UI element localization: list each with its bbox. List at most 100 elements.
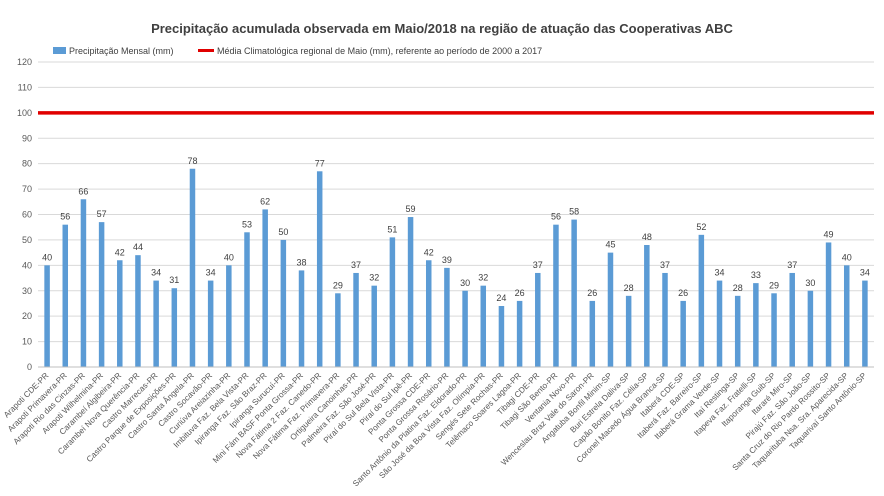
data-label: 29 — [769, 280, 779, 290]
y-tick-label: 30 — [22, 286, 32, 296]
bar — [680, 300, 686, 367]
data-label: 30 — [460, 278, 470, 288]
bar — [843, 265, 850, 367]
bar — [389, 237, 396, 367]
y-tick-label: 40 — [22, 260, 32, 270]
y-tick-label: 20 — [22, 311, 32, 321]
data-label: 28 — [624, 283, 634, 293]
bars — [44, 168, 868, 367]
data-label: 37 — [533, 260, 543, 270]
data-label: 50 — [278, 227, 288, 237]
bar — [153, 280, 159, 367]
gridlines — [38, 61, 874, 368]
data-label: 48 — [642, 232, 652, 242]
data-label: 42 — [115, 247, 125, 257]
data-label: 34 — [151, 268, 161, 278]
bar — [716, 280, 723, 367]
data-label: 40 — [224, 252, 234, 262]
data-label: 26 — [678, 288, 688, 298]
bar — [807, 290, 814, 367]
data-label: 26 — [515, 288, 525, 298]
bar — [625, 295, 632, 367]
data-label: 56 — [60, 212, 70, 222]
data-label: 42 — [424, 247, 434, 257]
bar — [117, 260, 123, 367]
y-tick-label: 60 — [22, 210, 32, 220]
legend-label-climatology: Média Climatológica regional de Maio (mm… — [217, 46, 542, 56]
y-tick-label: 110 — [18, 82, 32, 92]
bar — [335, 293, 341, 367]
y-tick-label: 120 — [17, 57, 32, 67]
y-tick-label: 0 — [27, 362, 32, 372]
bar — [280, 239, 287, 367]
bar — [789, 272, 795, 367]
data-label: 32 — [478, 273, 488, 283]
data-label: 38 — [297, 257, 307, 267]
chart-title: Precipitação acumulada observada em Maio… — [151, 21, 733, 36]
bar — [244, 232, 250, 367]
bar — [189, 168, 196, 367]
data-label: 66 — [78, 186, 88, 196]
y-tick-label: 100 — [17, 108, 32, 118]
bar — [462, 290, 468, 367]
bar — [425, 260, 432, 367]
bar — [644, 245, 650, 367]
data-label: 34 — [206, 268, 216, 278]
bar — [262, 209, 268, 367]
bar — [298, 270, 305, 367]
data-label: 53 — [242, 219, 252, 229]
y-tick-label: 70 — [22, 184, 32, 194]
bar — [44, 265, 50, 367]
bar — [589, 300, 596, 367]
bar — [226, 265, 232, 367]
data-label: 39 — [442, 255, 452, 265]
y-tick-label: 80 — [22, 159, 32, 169]
bar — [535, 272, 541, 367]
bar — [98, 222, 105, 367]
bar — [353, 272, 359, 367]
bar — [171, 288, 178, 367]
bar — [207, 280, 214, 367]
legend: Precipitação Mensal (mm) Média Climatoló… — [53, 46, 542, 56]
data-label: 78 — [187, 156, 197, 166]
data-label: 30 — [805, 278, 815, 288]
data-label: 62 — [260, 196, 270, 206]
bar — [553, 224, 559, 367]
data-label: 56 — [551, 212, 561, 222]
data-label: 57 — [97, 209, 107, 219]
data-label: 49 — [824, 229, 834, 239]
bar — [516, 300, 523, 367]
bar — [571, 219, 577, 367]
data-label: 33 — [751, 270, 761, 280]
data-label: 37 — [787, 260, 797, 270]
data-label: 26 — [587, 288, 597, 298]
bar — [316, 171, 323, 367]
bar — [662, 272, 668, 367]
data-label: 29 — [333, 280, 343, 290]
bar — [734, 295, 741, 367]
data-label: 40 — [842, 252, 852, 262]
data-label: 34 — [860, 268, 870, 278]
data-label: 34 — [715, 268, 725, 278]
bar — [825, 242, 832, 367]
bar — [135, 255, 141, 367]
legend-swatch-climatology — [198, 49, 214, 52]
y-tick-label: 90 — [22, 133, 32, 143]
data-label: 44 — [133, 242, 143, 252]
data-label: 32 — [369, 273, 379, 283]
bar — [607, 252, 614, 367]
y-tick-label: 10 — [22, 337, 32, 347]
data-label: 45 — [605, 240, 615, 250]
data-label: 37 — [351, 260, 361, 270]
data-label: 31 — [169, 275, 179, 285]
bar — [753, 283, 759, 367]
data-label: 51 — [387, 224, 397, 234]
bar — [862, 280, 868, 367]
y-tick-label: 50 — [22, 235, 32, 245]
bar — [698, 234, 705, 367]
data-label: 37 — [660, 260, 670, 270]
data-label: 77 — [315, 158, 325, 168]
bar — [771, 293, 777, 367]
legend-swatch-precipitation — [53, 47, 66, 54]
